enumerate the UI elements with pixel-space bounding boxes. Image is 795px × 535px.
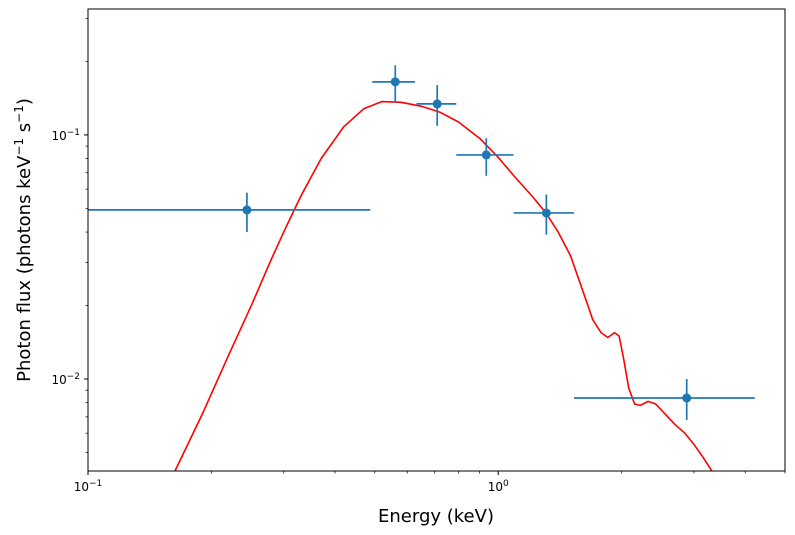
y-tick-label: 10−2 (51, 372, 80, 387)
y-label-mid: s (14, 123, 35, 138)
y-label-sup2: −1 (12, 105, 26, 123)
data-marker (390, 77, 400, 87)
tick-base: 10 (51, 373, 66, 387)
data-marker (481, 150, 491, 160)
tick-exp: 0 (503, 479, 509, 489)
data-point-4 (456, 138, 514, 176)
data-point-5 (513, 194, 575, 235)
data-point-1 (88, 192, 371, 233)
data-marker (242, 205, 252, 215)
data-point-3 (416, 85, 457, 126)
tick-base: 10 (74, 480, 89, 494)
axis-labels: Energy (keV) Photon flux (photons keV−1 … (12, 98, 494, 527)
tick-base: 10 (488, 480, 503, 494)
data-marker (432, 99, 442, 109)
tick-base: 10 (51, 129, 66, 143)
y-tick-label: 10−1 (51, 128, 80, 143)
plot-frame (87, 8, 786, 472)
data-marker (682, 393, 692, 403)
data-marker (541, 208, 551, 218)
y-label-sup1: −1 (12, 138, 26, 156)
tick-exp: −1 (67, 128, 80, 138)
x-tick-label: 100 (488, 479, 509, 494)
y-label-end: ) (14, 98, 35, 105)
x-axis-label: Energy (keV) (378, 506, 494, 527)
clipped-content (88, 65, 755, 471)
tick-exp: −1 (89, 479, 102, 489)
y-axis-label: Photon flux (photons keV−1 s−1) (12, 98, 35, 382)
data-point-6 (574, 379, 755, 420)
plot-area (88, 65, 755, 471)
data-point-2 (372, 65, 416, 104)
x-tick-label: 10−1 (74, 479, 103, 494)
y-label-main: Photon flux (photons keV (14, 155, 35, 382)
tick-exp: −2 (67, 372, 80, 382)
model-curve (174, 100, 713, 471)
